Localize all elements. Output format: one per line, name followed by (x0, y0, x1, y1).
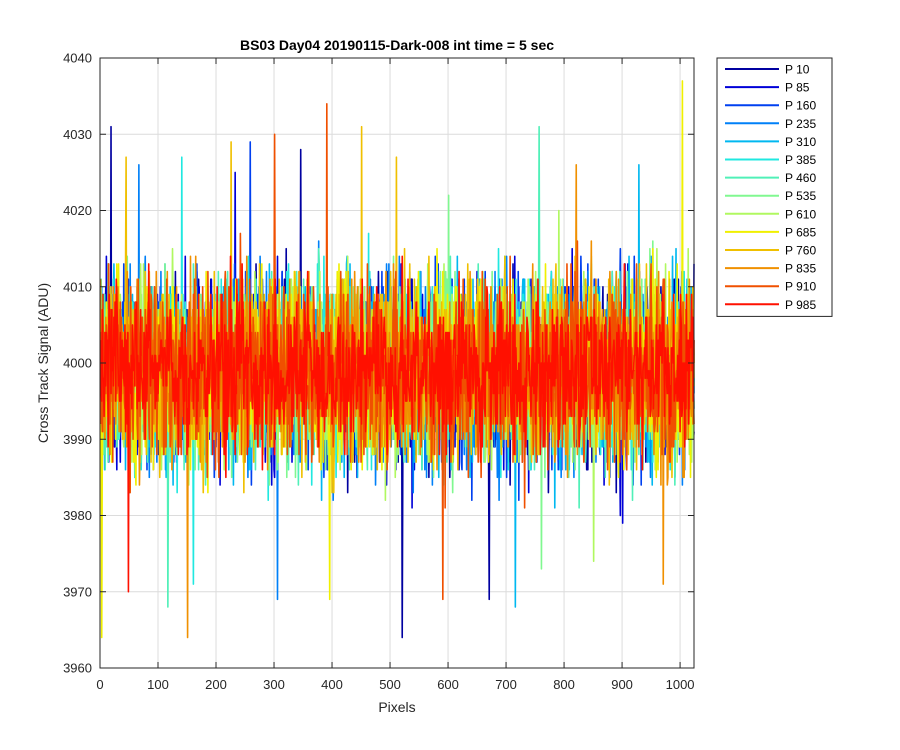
legend-box (716, 57, 833, 317)
legend-label: P 985 (785, 298, 816, 312)
x-axis-label: Pixels (378, 699, 415, 715)
x-tick-label: 500 (379, 677, 401, 692)
legend-label: P 610 (785, 207, 816, 221)
y-tick-label: 3960 (63, 661, 92, 676)
y-tick-label: 4030 (63, 127, 92, 142)
legend-label: P 85 (785, 81, 810, 95)
legend-label: P 910 (785, 280, 816, 294)
x-tick-label: 900 (611, 677, 633, 692)
x-tick-label: 1000 (666, 677, 695, 692)
x-tick-label: 0 (96, 677, 103, 692)
y-tick-label: 4040 (63, 51, 92, 66)
series-line-p-985 (99, 255, 695, 593)
legend-label: P 310 (785, 135, 816, 149)
y-tick-label: 4020 (63, 203, 92, 218)
ticks: 0 100 200 300 400 500 600 700 800 900 1000 3960 3970… (63, 51, 694, 693)
y-tick-label: 4010 (63, 279, 92, 294)
x-tick-label: 600 (437, 677, 459, 692)
legend: P 10 P 85 P 160 P 235 P 310 P 385 P 460 P 535 P … (716, 57, 833, 317)
y-axis-label: Cross Track Signal (ADU) (35, 283, 51, 443)
x-tick-label: 700 (495, 677, 517, 692)
legend-label: P 685 (785, 225, 816, 239)
y-tick-label: 3990 (63, 432, 92, 447)
y-tick-label: 3970 (63, 584, 92, 599)
y-tick-label: 3980 (63, 508, 92, 523)
x-tick-label: 300 (263, 677, 285, 692)
x-tick-label: 100 (147, 677, 169, 692)
x-tick-label: 800 (553, 677, 575, 692)
legend-label: P 10 (785, 63, 810, 77)
legend-label: P 760 (785, 244, 816, 258)
legend-label: P 385 (785, 153, 816, 167)
chart-title: BS03 Day04 20190115-Dark-008 int time = … (240, 37, 554, 53)
y-tick-label: 4000 (63, 356, 92, 371)
legend-label: P 535 (785, 189, 816, 203)
legend-label: P 460 (785, 171, 816, 185)
series-layer (99, 80, 695, 639)
legend-label: P 160 (785, 99, 816, 113)
legend-label: P 835 (785, 262, 816, 276)
legend-label: P 235 (785, 117, 816, 131)
x-tick-label: 200 (205, 677, 227, 692)
x-tick-label: 400 (321, 677, 343, 692)
